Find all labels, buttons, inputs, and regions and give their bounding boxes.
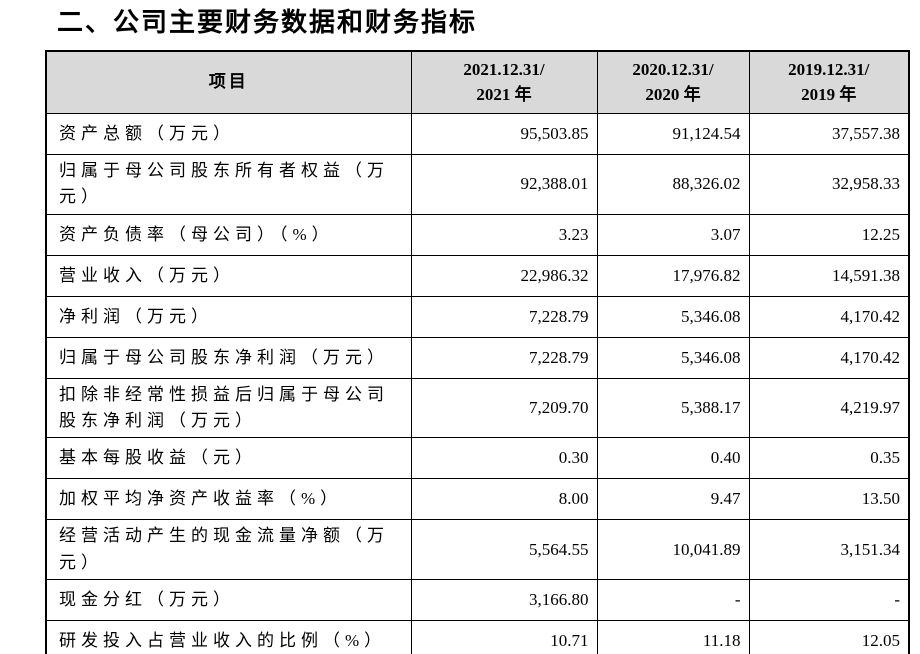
value-cell: 8.00 [410,478,598,521]
value-cell: 10,041.89 [596,519,750,581]
value-cell: 4,170.42 [748,336,910,379]
table-row: 研发投入占营业收入的比例（%） 10.71 11.18 12.05 [45,620,910,654]
header-period-line2: 2019 年 [801,84,857,104]
value-cell: 4,219.97 [748,377,910,439]
value-cell: 7,209.70 [410,377,598,439]
value-cell: 22,986.32 [410,254,598,297]
value-cell: 14,591.38 [748,254,910,297]
value-cell: 88,326.02 [596,154,750,215]
value-cell: 7,228.79 [410,336,598,379]
header-item: 项目 [45,50,412,114]
row-label: 研发投入占营业收入的比例（%） [45,620,412,654]
row-label: 归属于母公司股东所有者权益（万元） [45,154,412,215]
table-row: 营业收入（万元） 22,986.32 17,976.82 14,591.38 [45,254,910,297]
value-cell: 32,958.33 [748,154,910,215]
value-cell: 95,503.85 [410,113,598,155]
row-label: 资产总额（万元） [45,113,412,155]
table-row: 扣除非经常性损益后归属于母公司股东净利润（万元） 7,209.70 5,388.… [45,377,910,439]
value-cell: 5,346.08 [596,295,750,338]
value-cell: 5,564.55 [410,519,598,581]
row-label: 营业收入（万元） [45,254,412,297]
value-cell: 11.18 [596,620,750,654]
table-row: 基本每股收益（元） 0.30 0.40 0.35 [45,437,910,480]
value-cell: 17,976.82 [596,254,750,297]
value-cell: 3.07 [596,213,750,256]
table-row: 净利润（万元） 7,228.79 5,346.08 4,170.42 [45,295,910,338]
row-label: 资产负债率（母公司）（%） [45,213,412,256]
value-cell: 3.23 [410,213,598,256]
value-cell: 9.47 [596,478,750,521]
header-period-line1: 2021.12.31/ [463,59,545,79]
header-period-line1: 2019.12.31/ [788,59,870,79]
row-label: 基本每股收益（元） [45,437,412,480]
value-cell: 0.40 [596,437,750,480]
row-label: 净利润（万元） [45,295,412,338]
table-row: 归属于母公司股东净利润（万元） 7,228.79 5,346.08 4,170.… [45,336,910,379]
value-cell: - [596,579,750,622]
table-row: 归属于母公司股东所有者权益（万元） 92,388.01 88,326.02 32… [45,154,910,215]
value-cell: 4,170.42 [748,295,910,338]
table-row: 资产负债率（母公司）（%） 3.23 3.07 12.25 [45,213,910,256]
value-cell: 7,228.79 [410,295,598,338]
header-period-line2: 2021 年 [476,84,532,104]
header-period-line2: 2020 年 [645,84,701,104]
table-row: 现金分红（万元） 3,166.80 - - [45,579,910,622]
row-label: 经营活动产生的现金流量净额（万元） [45,519,412,581]
header-period-2019: 2019.12.31/2019 年 [748,50,910,114]
row-label: 现金分红（万元） [45,579,412,622]
table-header-row: 项目 2021.12.31/2021 年 2020.12.31/2020 年 2… [45,50,910,114]
row-label: 归属于母公司股东净利润（万元） [45,336,412,379]
table-row: 资产总额（万元） 95,503.85 91,124.54 37,557.38 [45,113,910,155]
row-label: 扣除非经常性损益后归属于母公司股东净利润（万元） [45,377,412,439]
table-row: 加权平均净资产收益率（%） 8.00 9.47 13.50 [45,478,910,521]
row-label: 加权平均净资产收益率（%） [45,478,412,521]
header-period-line1: 2020.12.31/ [632,59,714,79]
value-cell: - [748,579,910,622]
financial-indicators-table: 项目 2021.12.31/2021 年 2020.12.31/2020 年 2… [45,50,910,654]
value-cell: 0.30 [410,437,598,480]
value-cell: 0.35 [748,437,910,480]
value-cell: 92,388.01 [410,154,598,215]
value-cell: 5,346.08 [596,336,750,379]
value-cell: 37,557.38 [748,113,910,155]
value-cell: 3,166.80 [410,579,598,622]
value-cell: 3,151.34 [748,519,910,581]
header-period-2020: 2020.12.31/2020 年 [596,50,750,114]
table-row: 经营活动产生的现金流量净额（万元） 5,564.55 10,041.89 3,1… [45,519,910,581]
value-cell: 12.25 [748,213,910,256]
value-cell: 5,388.17 [596,377,750,439]
value-cell: 13.50 [748,478,910,521]
section-title: 二、公司主要财务数据和财务指标 [57,7,478,37]
header-period-2021: 2021.12.31/2021 年 [410,50,598,114]
value-cell: 91,124.54 [596,113,750,155]
value-cell: 10.71 [410,620,598,654]
value-cell: 12.05 [748,620,910,654]
